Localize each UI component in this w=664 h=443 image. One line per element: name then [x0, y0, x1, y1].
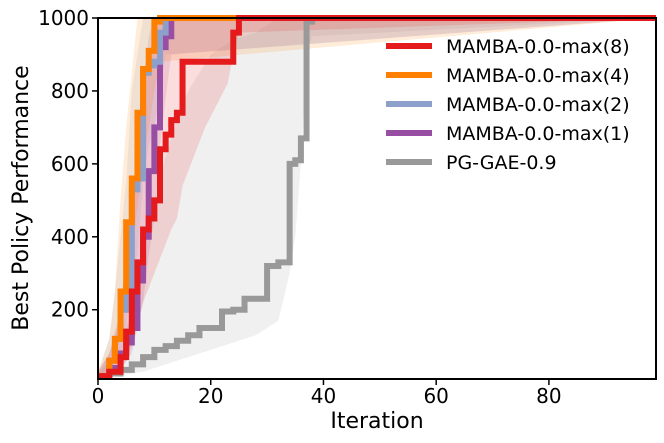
y-tick-label: 600 [51, 152, 89, 176]
y-tick-label: 400 [51, 225, 89, 249]
x-tick-label: 0 [92, 384, 105, 408]
plot-frame [97, 17, 657, 380]
y-tick-label: 200 [51, 298, 89, 322]
mamba-0-0-max-2-legend-label: MAMBA-0.0-max(2) [446, 94, 630, 116]
series-lines [98, 15, 656, 380]
legend: MAMBA-0.0-max(8) MAMBA-0.0-max(4) MAMBA-0.… [386, 36, 630, 174]
mamba-0-0-max-8-band [98, 18, 656, 379]
y-axis-label: Best Policy Performance [9, 65, 34, 330]
x-tick-label: 40 [311, 384, 336, 408]
y-axis-ticks: 200 400 600 800 1000 [38, 6, 98, 322]
mamba-0-0-max-8-line [98, 15, 656, 380]
x-axis-label: Iteration [330, 409, 423, 434]
mamba-0-0-max-1-legend-label: MAMBA-0.0-max(1) [446, 123, 630, 145]
pg-gae-0-9-line [98, 15, 656, 380]
x-tick-label: 80 [536, 384, 561, 408]
x-axis-ticks: 0 20 40 60 80 [92, 379, 562, 408]
x-tick-label: 60 [423, 384, 448, 408]
y-tick-label: 1000 [38, 6, 89, 30]
y-tick-label: 800 [51, 79, 89, 103]
mamba-0-0-max-4-line [98, 15, 656, 380]
pg-gae-0-9-legend-label: PG-GAE-0.9 [446, 152, 557, 174]
confidence-bands [98, 18, 656, 379]
x-tick-label: 20 [198, 384, 223, 408]
pg-gae-0-9-band [98, 18, 656, 379]
mamba-0-0-max-8-legend-label: MAMBA-0.0-max(8) [446, 36, 630, 58]
mamba-0-0-max-2-band [98, 18, 656, 379]
mamba-0-0-max-4-band [98, 18, 656, 379]
mamba-0-0-max-1-band [98, 18, 656, 379]
mamba-0-0-max-4-legend-label: MAMBA-0.0-max(4) [446, 65, 630, 87]
